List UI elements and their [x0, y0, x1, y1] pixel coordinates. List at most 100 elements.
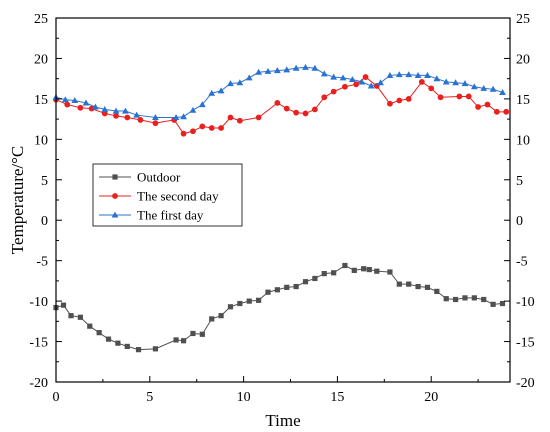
x-tick-label: 0: [53, 390, 60, 405]
data-point-the-first-day: [405, 71, 413, 78]
data-point-outdoor: [462, 295, 468, 301]
data-point-the-first-day: [377, 79, 384, 86]
y-tick-label-left: 0: [41, 214, 48, 229]
y-tick-label-left: 10: [34, 133, 48, 148]
data-point-outdoor: [396, 281, 402, 287]
data-point-outdoor: [105, 336, 112, 342]
y-tick-label-left: 25: [34, 12, 48, 27]
data-point-the-second-day: [199, 123, 206, 130]
y-tick-label-right: -5: [516, 255, 528, 270]
data-point-the-second-day: [227, 114, 234, 121]
data-point-outdoor: [173, 337, 179, 343]
data-point-outdoor: [471, 295, 477, 301]
data-point-the-first-day: [180, 113, 187, 120]
y-tick-label-left: 20: [34, 52, 48, 67]
data-point-outdoor: [135, 347, 142, 353]
data-point-outdoor: [366, 266, 372, 273]
data-point-outdoor: [321, 271, 327, 277]
data-point-the-first-day: [112, 107, 120, 114]
data-point-the-second-day: [208, 125, 215, 131]
data-point-the-second-day: [293, 109, 300, 116]
series-outdoor: [53, 262, 506, 353]
legend-swatch-marker: [112, 193, 118, 199]
y-tick-label-right: 5: [516, 174, 523, 189]
y-tick-label-right: -15: [516, 336, 535, 351]
data-point-the-first-day: [330, 73, 338, 80]
data-point-the-second-day: [362, 74, 369, 80]
data-point-outdoor: [237, 300, 243, 307]
data-point-the-first-day: [292, 64, 300, 71]
data-point-the-first-day: [208, 89, 216, 96]
data-point-outdoor: [274, 287, 280, 293]
data-point-the-first-day: [217, 87, 225, 94]
data-point-the-second-day: [190, 128, 196, 135]
data-point-the-first-day: [442, 78, 450, 85]
data-point-the-first-day: [236, 79, 244, 86]
data-point-the-first-day: [311, 64, 319, 71]
data-point-outdoor: [342, 262, 348, 269]
y-tick-label-right: -20: [516, 376, 535, 391]
legend-swatch-marker: [112, 174, 118, 180]
data-point-outdoor: [77, 314, 83, 320]
data-point-the-first-day: [255, 68, 263, 75]
x-axis-title: Time: [265, 411, 300, 430]
y-tick-label-right: 0: [516, 214, 523, 229]
data-point-the-first-day: [61, 96, 69, 103]
data-point-the-second-day: [64, 101, 71, 108]
data-point-the-first-day: [273, 67, 281, 74]
data-point-outdoor: [199, 331, 205, 337]
data-point-the-second-day: [77, 104, 84, 111]
data-point-the-first-day: [367, 82, 375, 89]
data-point-the-first-day: [320, 70, 328, 77]
x-tick-label: 15: [330, 390, 344, 405]
data-point-the-first-day: [227, 80, 234, 87]
data-point-the-first-day: [433, 75, 441, 82]
data-point-outdoor: [87, 323, 93, 329]
data-point-outdoor: [209, 316, 215, 322]
data-point-the-first-day: [71, 97, 79, 104]
y-tick-label-right: -10: [516, 295, 535, 310]
data-point-the-second-day: [255, 114, 262, 121]
data-point-outdoor: [124, 343, 130, 350]
series-line-the-second-day: [55, 76, 507, 135]
series-layer: [52, 63, 510, 353]
data-point-the-first-day: [480, 84, 488, 91]
series-the-first-day: [52, 63, 506, 121]
data-point-the-second-day: [302, 110, 309, 117]
data-point-the-first-day: [499, 89, 506, 95]
data-point-the-first-day: [101, 106, 109, 112]
data-point-outdoor: [361, 266, 367, 272]
data-point-the-second-day: [311, 106, 318, 113]
data-point-outdoor: [180, 338, 187, 344]
data-point-the-second-day: [484, 101, 491, 108]
data-point-the-second-day: [353, 81, 360, 88]
data-point-the-second-day: [321, 94, 328, 101]
data-point-the-second-day: [437, 94, 444, 101]
data-point-the-first-day: [414, 72, 422, 78]
y-tick-label-right: 20: [516, 52, 530, 67]
data-point-the-first-day: [339, 74, 347, 81]
data-point-the-second-day: [274, 100, 281, 106]
data-point-outdoor: [424, 284, 431, 290]
data-point-outdoor: [406, 281, 412, 287]
data-point-outdoor: [284, 284, 290, 290]
legend-item-the-first-day: The first day: [99, 208, 204, 223]
y-tick-label-left: -10: [29, 295, 48, 310]
data-point-the-first-day: [122, 107, 129, 114]
data-point-outdoor: [265, 289, 271, 295]
data-point-outdoor: [115, 340, 121, 346]
data-point-the-first-day: [470, 83, 478, 90]
data-point-the-second-day: [428, 85, 435, 92]
data-point-outdoor: [60, 302, 67, 308]
data-point-outdoor: [499, 300, 506, 307]
legend-box: [92, 163, 243, 227]
data-point-the-first-day: [189, 106, 197, 113]
data-point-outdoor: [331, 270, 337, 276]
axes-layer: 0 5 10 15 20 -20 -20 -15 -15 -10 -10 -5 -5 0 0 5 5 10 10 15…: [29, 12, 534, 405]
legend-swatch-marker: [111, 211, 119, 218]
data-point-the-first-day: [264, 67, 272, 74]
data-point-the-first-day: [245, 74, 253, 81]
y-tick-label-right: 10: [516, 133, 530, 148]
data-point-outdoor: [351, 267, 357, 273]
